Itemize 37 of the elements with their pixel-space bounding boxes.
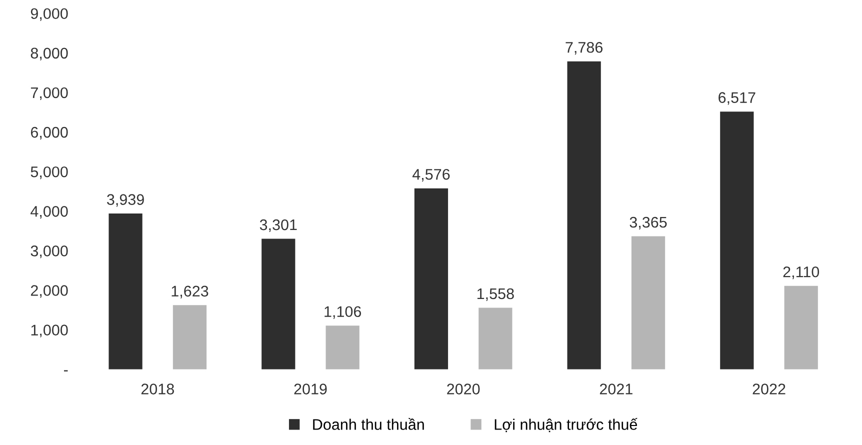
y-tick-label: 3,000 — [30, 246, 68, 258]
x-tick-label: 2022 — [752, 384, 786, 394]
y-tick-label: 2,000 — [30, 285, 68, 298]
bar — [567, 61, 601, 370]
y-tick-label: - — [64, 370, 68, 372]
legend-label: Doanh thu thuần — [313, 418, 424, 430]
legend-label: Lợi nhuận trước thuế — [494, 418, 638, 432]
bar — [326, 326, 360, 370]
x-tick-label: 2020 — [447, 384, 480, 394]
data-label: 4,576 — [412, 168, 450, 182]
data-label: 2,110 — [783, 266, 820, 280]
y-tick-label: 8,000 — [30, 48, 68, 60]
y-tick-label: 9,000 — [30, 8, 68, 21]
bar — [720, 112, 754, 370]
data-label: 7,786 — [566, 42, 603, 55]
data-label: 1,623 — [172, 286, 208, 298]
y-tick-label: 1,000 — [31, 324, 68, 338]
y-tick-label: 6,000 — [30, 126, 68, 140]
bar — [478, 308, 512, 370]
y-tick-label: 5,000 — [30, 166, 68, 180]
bar — [108, 214, 142, 370]
x-tick-label: 2021 — [600, 384, 632, 394]
x-tick-label: 2019 — [294, 384, 327, 394]
data-label: 3,365 — [630, 216, 667, 230]
y-tick-label: 7,000 — [30, 87, 68, 100]
data-label: 1,558 — [477, 288, 514, 301]
bar — [784, 286, 818, 370]
data-label: 3,939 — [107, 194, 144, 207]
x-tick-label: 2018 — [141, 384, 174, 394]
data-label: 1,106 — [324, 306, 362, 319]
bar — [172, 305, 207, 370]
data-label: 6,517 — [718, 92, 756, 105]
bar — [631, 236, 666, 370]
data-label: 3,301 — [260, 219, 297, 232]
bar — [262, 238, 296, 370]
y-tick-label: 4,000 — [30, 206, 68, 219]
bar — [414, 188, 448, 370]
